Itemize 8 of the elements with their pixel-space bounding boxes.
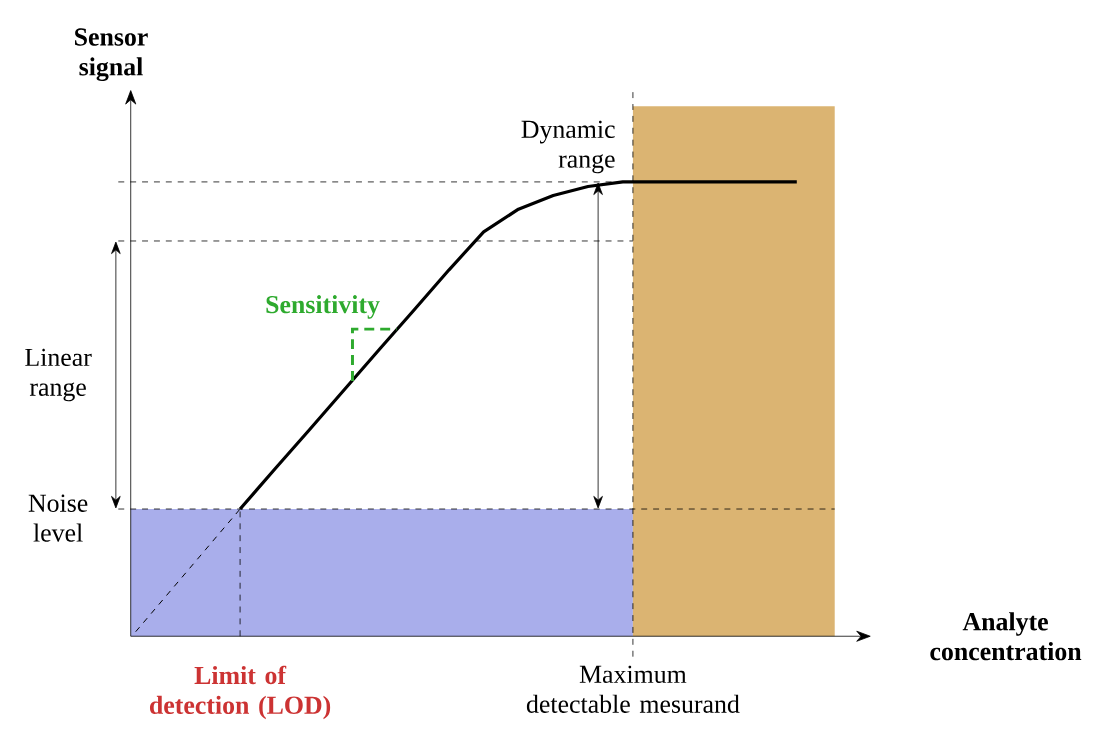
annotation: Sensitivity	[266, 295, 380, 319]
ref-line-label: Noise level	[28, 494, 88, 542]
text: Maximum detectable mesurand	[526, 665, 740, 714]
text: Linear range	[25, 348, 92, 402]
text: Limit of detection (LOD)	[149, 665, 331, 720]
x-axis-title: Analyte concentration	[930, 612, 1082, 661]
y-axis-title: Sensor signal	[75, 28, 148, 82]
text: Dynamic range	[521, 120, 615, 174]
